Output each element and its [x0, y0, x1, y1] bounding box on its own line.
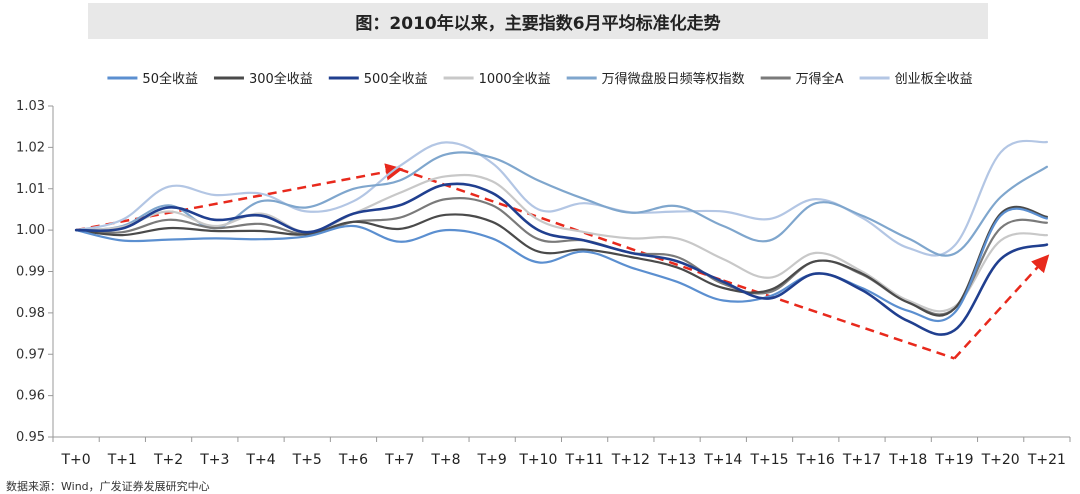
series-line-3 [74, 182, 1049, 336]
legend-label-3: 500全收益 [364, 71, 428, 87]
x-tick-label: T+11 [565, 452, 604, 468]
x-tick-label: T+18 [888, 452, 927, 468]
x-tick-label: T+5 [292, 452, 322, 468]
series-line-5 [75, 151, 1048, 257]
trend-arrow-segment [399, 168, 724, 282]
y-tick-label: 0.97 [16, 347, 45, 362]
x-tick-label: T+7 [384, 452, 414, 468]
legend-label-4: 1000全收益 [479, 71, 551, 87]
y-tick-label: 1.01 [16, 182, 45, 197]
legend-label-5: 万得微盘股日频等权指数 [602, 71, 745, 87]
trend-arrow-segment [953, 254, 1050, 360]
legend-label-1: 50全收益 [142, 71, 198, 87]
x-tick-label: T+21 [1027, 452, 1066, 468]
x-tick-label: T+19 [934, 452, 973, 468]
series-line-2 [75, 205, 1048, 317]
chart-title-bar: 图：2010年以来，主要指数6月平均标准化走势 [88, 3, 988, 39]
y-tick-label: 1.02 [16, 140, 45, 155]
y-tick-label: 1.03 [16, 99, 45, 114]
series-line-7 [75, 139, 1048, 257]
x-tick-label: T+8 [430, 452, 460, 468]
legend-label-6: 万得全A [796, 71, 844, 87]
x-tick-label: T+3 [199, 452, 229, 468]
y-tick-label: 0.98 [16, 306, 45, 321]
trend-arrow-segment [722, 279, 955, 360]
y-tick-label: 0.99 [16, 265, 45, 280]
series-line-4 [75, 173, 1048, 313]
x-tick-label: T+13 [657, 452, 696, 468]
x-tick-label: T+0 [61, 452, 91, 468]
y-tick-label: 1.00 [16, 223, 45, 238]
series-line-1 [75, 207, 1048, 323]
legend-label-7: 创业板全收益 [895, 71, 973, 87]
x-tick-label: T+15 [749, 452, 788, 468]
source-note: 数据来源：Wind，广发证券发展研究中心 [6, 480, 210, 493]
x-tick-label: T+14 [703, 452, 742, 468]
x-tick-label: T+17 [842, 452, 881, 468]
x-tick-label: T+1 [107, 452, 137, 468]
x-tick-label: T+9 [477, 452, 507, 468]
x-tick-label: T+10 [518, 452, 557, 468]
trend-arrow-segment [75, 163, 404, 232]
legend-label-2: 300全收益 [249, 71, 313, 87]
x-tick-label: T+16 [796, 452, 835, 468]
y-tick-label: 0.95 [16, 430, 45, 445]
x-tick-label: T+20 [981, 452, 1020, 468]
x-tick-label: T+2 [153, 452, 183, 468]
y-tick-label: 0.96 [16, 389, 45, 404]
chart-title: 图：2010年以来，主要指数6月平均标准化走势 [355, 13, 721, 34]
x-tick-label: T+6 [338, 452, 368, 468]
x-tick-label: T+12 [611, 452, 650, 468]
x-tick-label: T+4 [245, 452, 275, 468]
